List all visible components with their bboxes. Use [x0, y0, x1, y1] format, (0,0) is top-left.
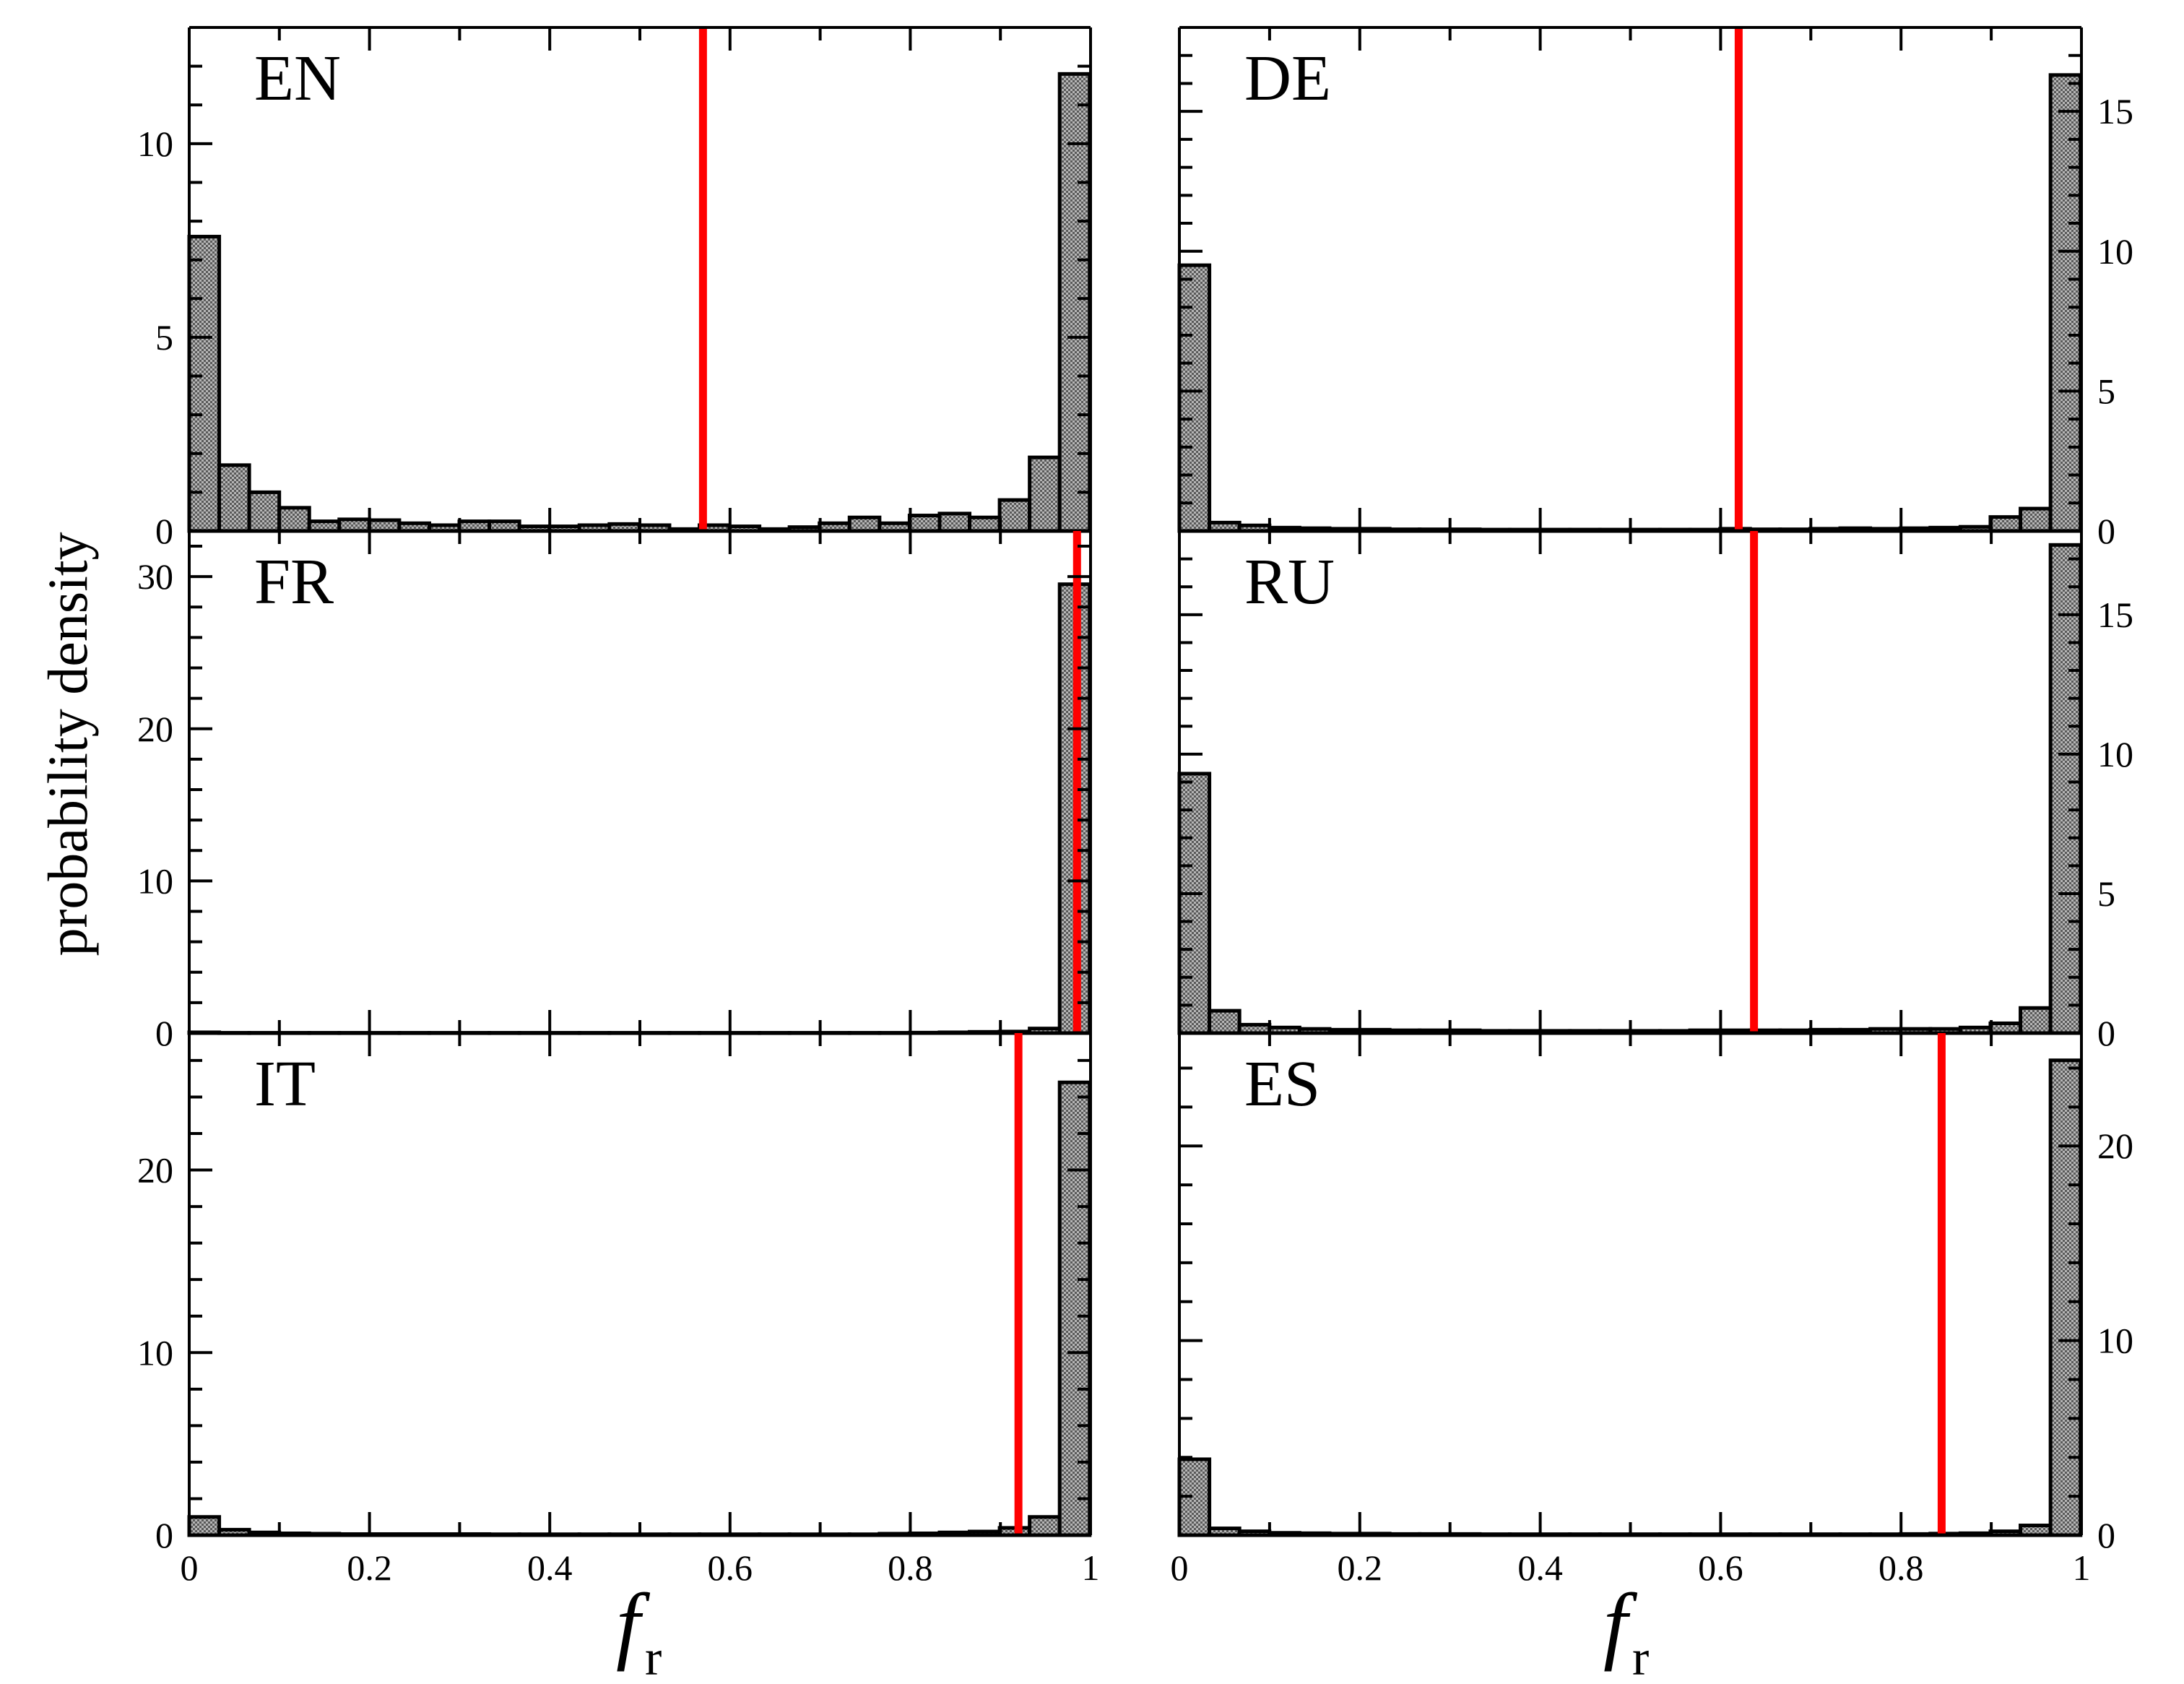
y-tick-label: 5: [155, 317, 173, 358]
y-tick-label: 0: [2097, 1013, 2115, 1053]
y-tick-label: 10: [2097, 1321, 2133, 1361]
histogram-bar: [277, 506, 311, 533]
histogram-bar: [187, 1515, 222, 1537]
histogram-bar: [2019, 1006, 2053, 1035]
panel-label: IT: [254, 1048, 316, 1120]
y-tick-label: 0: [2097, 1515, 2115, 1555]
histogram-bar: [247, 490, 282, 533]
y-tick-label: 10: [137, 860, 173, 901]
x-tick-label: 0.8: [1878, 1547, 1924, 1588]
panel-label: RU: [1244, 546, 1335, 618]
y-tick-label: 10: [2097, 734, 2133, 774]
histogram-bar: [907, 514, 942, 533]
histogram-bar: [1057, 1080, 1092, 1537]
x-tick-label: 1: [2073, 1547, 2091, 1588]
y-tick-label: 20: [2097, 1126, 2133, 1166]
x-axis-title-right: f r: [1603, 1576, 1649, 1684]
histogram-bar: [1988, 515, 2023, 533]
x-tick-label: 0.6: [1698, 1547, 1743, 1588]
panel-ru: 0 5 10 15 RU: [1177, 530, 2133, 1053]
histogram-bar: [187, 235, 222, 533]
y-tick-label: 5: [2097, 873, 2115, 914]
y-tick-label: 10: [137, 1332, 173, 1373]
histogram-bar: [1028, 455, 1062, 533]
y-axis-title: probability density: [36, 532, 99, 956]
y-tick-label: 20: [137, 1150, 173, 1191]
x-tick-label: 0.4: [527, 1547, 573, 1588]
x-axis-title-right-sub: r: [1632, 1631, 1649, 1684]
x-tick-label: 0: [1171, 1547, 1189, 1588]
x-axis-title-left-sub: r: [645, 1631, 662, 1684]
y-tick-label: 5: [2097, 371, 2115, 411]
y-tick-label: 0: [155, 1013, 173, 1053]
panel-en: 0 5 10 EN: [137, 26, 1092, 551]
histogram-bar: [217, 463, 251, 533]
histogram-bar: [968, 515, 1002, 533]
histogram-bar: [2019, 506, 2053, 533]
panel-label: EN: [254, 43, 341, 114]
histogram-bar: [937, 511, 972, 533]
histogram-bar: [847, 515, 882, 533]
panel-de: 0 5 10 15 DE: [1177, 26, 2133, 551]
histogram-bar: [2048, 543, 2083, 1035]
y-tick-label: 15: [2097, 595, 2133, 635]
x-tick-label: 0.4: [1517, 1547, 1563, 1588]
y-tick-label: 0: [155, 1515, 173, 1555]
x-tick-label: 1: [1082, 1547, 1100, 1588]
x-tick-label: 0.2: [1338, 1547, 1383, 1588]
histogram-bar: [1177, 772, 1212, 1035]
y-tick-label: 10: [2097, 231, 2133, 272]
panel-label: FR: [254, 546, 334, 618]
y-tick-label: 15: [2097, 91, 2133, 131]
x-axis-title-left: f r: [616, 1576, 662, 1684]
histogram-bar: [1177, 263, 1212, 533]
panel-label: ES: [1244, 1048, 1320, 1120]
panel-label: DE: [1244, 43, 1331, 114]
panel-fr: 0 10 20 30 FR: [137, 531, 1092, 1053]
y-tick-label: 0: [155, 511, 173, 551]
histogram-bar: [2048, 73, 2083, 533]
x-tick-label: 0.2: [347, 1547, 392, 1588]
histogram-bar: [1208, 1009, 1242, 1035]
x-tick-label: 0: [181, 1547, 199, 1588]
histogram-bar: [1028, 1515, 1062, 1537]
x-tick-label: 0.8: [888, 1547, 933, 1588]
y-tick-label: 20: [137, 709, 173, 749]
y-tick-label: 30: [137, 556, 173, 597]
x-tick-label: 0.6: [708, 1547, 753, 1588]
y-tick-label: 0: [2097, 511, 2115, 551]
histogram-bar: [997, 498, 1032, 533]
histogram-bar: [2048, 1058, 2083, 1537]
y-tick-label: 10: [137, 124, 173, 164]
